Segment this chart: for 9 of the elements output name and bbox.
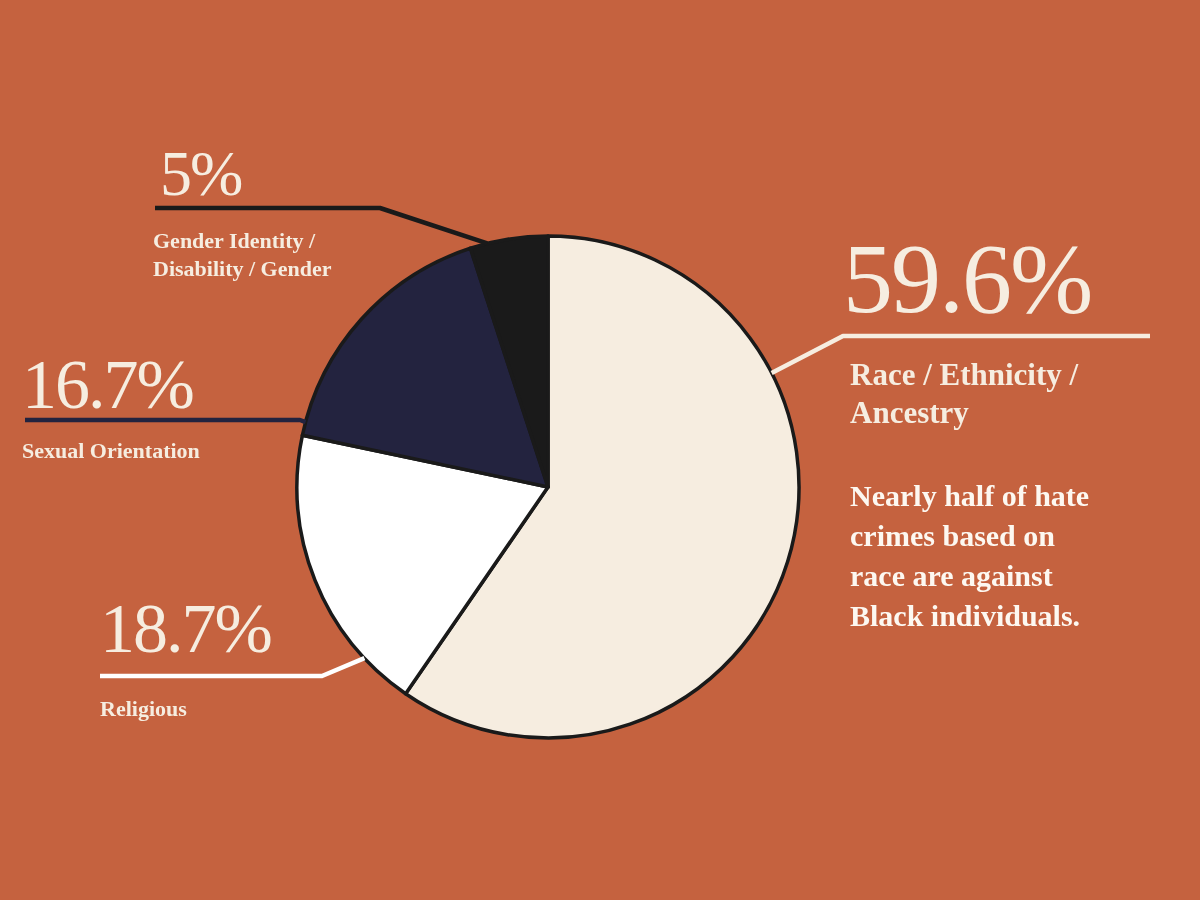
data-label: 16.7% — [22, 346, 193, 423]
text: Nearly half of hate crimes based on race are against Black individuals. — [850, 479, 1090, 632]
slice-label: Sexual Orientation — [22, 438, 200, 463]
data-label: 59.6% — [843, 223, 1092, 334]
slice-label: Race / Ethnicity / Ancestry — [850, 357, 1079, 430]
slice-label: Gender Identity / Disability / Gender — [153, 228, 332, 281]
data-label: 18.7% — [100, 590, 271, 667]
slice-label: Religious — [100, 696, 188, 721]
data-label: 5% — [160, 138, 242, 209]
